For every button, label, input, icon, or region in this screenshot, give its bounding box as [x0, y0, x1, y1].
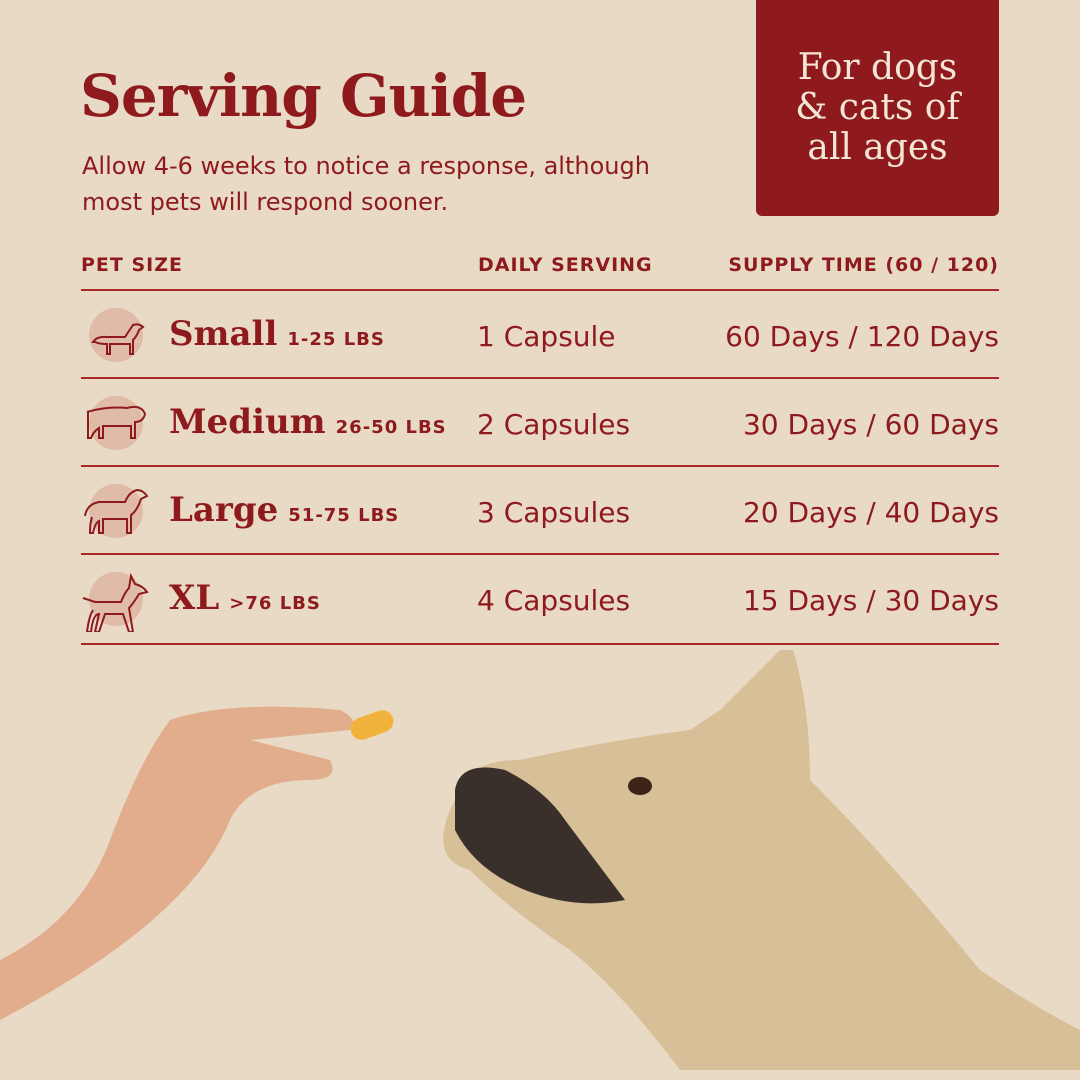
column-header-supply-time: SUPPLY TIME (60 / 120)	[728, 254, 999, 276]
size-label: Small	[169, 314, 278, 354]
table-row-small: Small 1-25 LBS 1 Capsule 60 Days / 120 Da…	[81, 292, 999, 378]
page-title: Serving Guide	[80, 62, 527, 130]
table-row-large: Large 51-75 LBS 3 Capsules 20 Days / 40 D…	[81, 468, 999, 554]
weight-range: 51-75 LBS	[288, 505, 400, 526]
divider	[81, 465, 999, 467]
weight-range: 26-50 LBS	[335, 417, 447, 438]
supply-time: 60 Days / 120 Days	[725, 320, 999, 353]
table-row-medium: Medium 26-50 LBS 2 Capsules 30 Days / 60 …	[81, 380, 999, 466]
daily-serving: 3 Capsules	[477, 496, 631, 529]
size-label: XL	[169, 578, 220, 618]
divider	[81, 553, 999, 555]
daily-serving: 2 Capsules	[477, 408, 631, 441]
size-label: Medium	[169, 402, 326, 442]
table-row-xl: XL >76 LBS 4 Capsules 15 Days / 30 Days	[81, 556, 999, 642]
weight-range: >76 LBS	[229, 593, 321, 614]
supply-time: 15 Days / 30 Days	[742, 584, 999, 617]
column-header-daily-serving: DAILY SERVING	[478, 254, 653, 276]
bulldog-icon	[81, 396, 151, 452]
retriever-icon	[81, 484, 151, 540]
daily-serving: 1 Capsule	[477, 320, 616, 353]
dog	[443, 650, 1080, 1070]
divider	[81, 643, 999, 645]
column-header-pet-size: PET SIZE	[81, 254, 183, 276]
hand-with-capsule	[0, 706, 394, 1020]
divider	[81, 377, 999, 379]
divider	[81, 289, 999, 291]
size-label: Large	[169, 490, 279, 530]
dachshund-icon	[81, 308, 151, 364]
daily-serving: 4 Capsules	[477, 584, 631, 617]
hand-feeding-dog-photo	[0, 650, 1080, 1080]
audience-badge: For dogs & cats of all ages	[756, 0, 999, 216]
weight-range: 1-25 LBS	[287, 329, 385, 350]
supply-time: 20 Days / 40 Days	[742, 496, 999, 529]
supply-time: 30 Days / 60 Days	[742, 408, 999, 441]
doberman-icon	[81, 572, 151, 632]
subtitle: Allow 4-6 weeks to notice a response, al…	[82, 152, 650, 216]
badge-text: For dogs & cats of all ages	[795, 47, 960, 168]
